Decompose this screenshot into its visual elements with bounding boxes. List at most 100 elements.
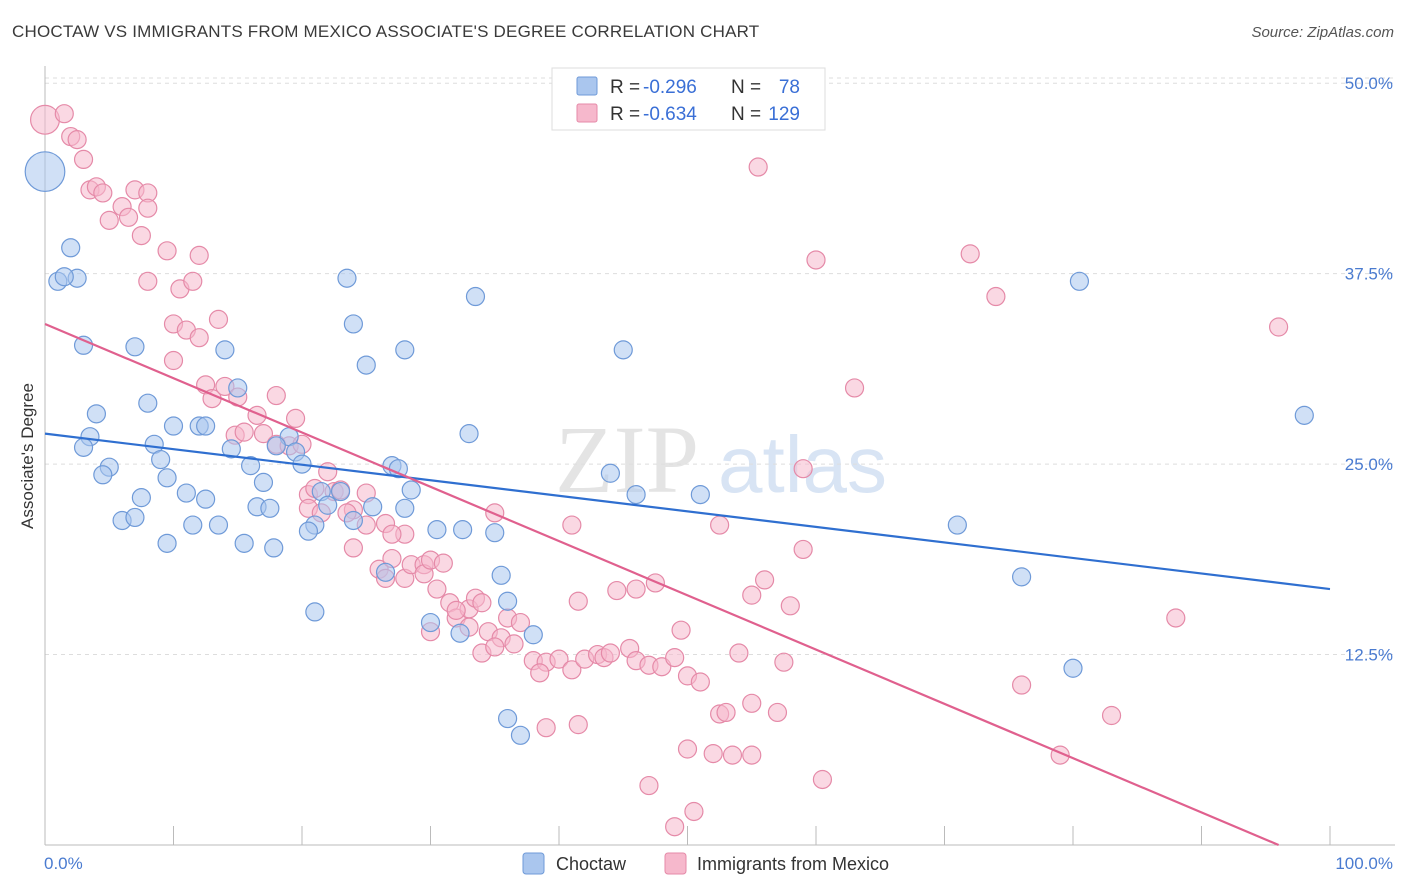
legend-swatch-choctaw [522,852,545,875]
point-mexico [266,385,286,406]
point-choctaw [363,497,383,517]
point-choctaw [420,612,441,633]
point-choctaw [690,484,710,505]
point-choctaw [125,337,145,357]
point-choctaw [459,424,479,444]
point-mexico [131,225,151,246]
point-choctaw [61,238,81,258]
point-mexico [93,183,113,203]
point-mexico [665,648,685,668]
point-mexico [67,130,87,150]
point-mexico [157,241,177,261]
point-mexico [472,593,492,613]
point-mexico [767,702,788,723]
point-mexico [163,350,184,371]
point-choctaw [131,488,151,508]
point-choctaw [395,498,415,518]
point-choctaw [343,314,363,334]
point-mexico [729,643,749,663]
trend-lines [44,322,1331,847]
point-choctaw [498,591,518,611]
point-mexico [485,637,505,657]
legend-label-mexico: Immigrants from Mexico [697,854,889,874]
point-mexico [562,515,582,535]
point-mexico [780,596,800,616]
y-tick-label: 37.5% [1345,265,1393,284]
point-choctaw [1011,567,1032,587]
point-mexico [234,422,254,442]
chart-title: CHOCTAW VS IMMIGRANTS FROM MEXICO ASSOCI… [12,22,760,41]
point-mexico [716,702,736,723]
point-choctaw [330,481,351,502]
point-mexico [189,245,209,265]
point-choctaw [183,515,203,535]
point-choctaw [343,510,363,531]
point-mexico [639,775,659,796]
legend-r-label: R = [610,77,640,98]
point-mexico [812,769,833,790]
legend-n-label: N = [731,77,761,98]
point-choctaw [375,562,396,582]
point-mexico [748,157,768,177]
legend-swatch-mexico [664,852,687,875]
point-mexico [600,643,621,663]
point-choctaw [264,538,284,558]
x-tick-label: 100.0% [1335,854,1393,873]
legend-swatch-mexico [576,103,598,123]
point-choctaw [450,623,470,643]
point-mexico [118,207,139,227]
point-mexico [774,652,794,672]
point-choctaw [947,515,967,535]
point-mexico [722,745,743,765]
point-choctaw [138,393,158,413]
point-mexico [138,271,158,291]
point-choctaw [498,708,518,729]
point-choctaw [157,468,177,488]
point-mexico [427,579,447,599]
point-mexico [665,817,685,837]
point-mexico [742,745,762,765]
point-mexico [793,459,813,479]
point-mexico [607,580,627,601]
point-mexico [671,620,691,640]
point-choctaw [196,416,216,436]
trend-line-choctaw [44,432,1331,591]
legend-label-choctaw: Choctaw [556,854,627,874]
point-mexico [183,271,203,291]
point-mexico [1166,608,1186,628]
point-mexico [1101,705,1122,726]
point-mexico [208,309,229,329]
point-mexico [710,515,730,535]
point-mexico [703,743,723,764]
point-choctaw [337,268,357,288]
point-mexico [844,378,865,398]
point-mexico [1011,675,1032,695]
point-mexico [986,286,1006,307]
point-mexico [343,538,363,558]
y-tick-label: 25.0% [1345,455,1393,474]
point-mexico [793,539,813,560]
point-mexico [318,462,338,482]
point-mexico [690,672,710,692]
point-choctaw [221,439,241,459]
point-choctaw [163,416,184,436]
point-choctaw [54,267,74,287]
point-mexico [677,739,698,759]
point-choctaw [485,523,505,543]
legend-n-value-mexico: 129 [768,104,800,125]
point-choctaw [401,480,421,500]
point-mexico [530,663,550,683]
point-choctaw [523,625,543,645]
x-tick-labels: 0.0% 100.0% [44,854,1393,873]
point-mexico [742,693,762,713]
point-choctaw [453,520,473,540]
point-choctaw [125,507,145,528]
point-mexico [960,244,980,264]
point-choctaw [266,436,286,456]
legend-swatch-choctaw [576,76,598,96]
point-choctaw [600,463,621,483]
axes [44,66,1395,846]
point-choctaw [298,521,319,541]
point-choctaw [356,355,376,375]
